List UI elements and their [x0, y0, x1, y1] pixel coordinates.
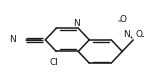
- Text: N: N: [73, 19, 80, 28]
- Text: O: O: [135, 30, 142, 39]
- Text: +: +: [128, 35, 133, 40]
- Text: N: N: [9, 35, 16, 44]
- Text: ": ": [117, 19, 120, 25]
- Text: N: N: [123, 30, 130, 39]
- Text: Cl: Cl: [50, 58, 59, 67]
- Text: O: O: [119, 15, 126, 24]
- Text: –: –: [141, 32, 144, 41]
